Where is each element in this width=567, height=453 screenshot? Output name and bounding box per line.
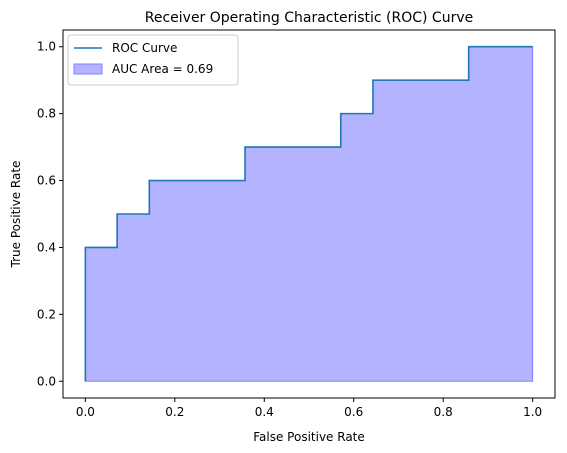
y-tick-label: 0.4	[37, 240, 56, 254]
x-tick-label: 1.0	[523, 405, 542, 419]
legend-auc-swatch	[73, 63, 103, 75]
legend-box	[67, 34, 239, 86]
x-tick-label: 0.6	[344, 405, 363, 419]
y-tick-label: 0.0	[37, 374, 56, 388]
y-tick-label: 1.0	[37, 40, 56, 54]
y-tick-label: 0.6	[37, 174, 56, 188]
x-tick-label: 0.2	[165, 405, 184, 419]
x-axis-title: False Positive Rate	[253, 430, 365, 444]
plot-frame	[62, 29, 556, 399]
x-tick-label: 0.4	[255, 405, 274, 419]
plot-area	[62, 29, 556, 399]
legend: ROC Curve AUC Area = 0.69	[67, 34, 239, 86]
y-tick-label: 0.8	[37, 107, 56, 121]
x-tick-label: 0.8	[434, 405, 453, 419]
x-axis: 0.0 0.2 0.4 0.6 0.8 1.0	[76, 398, 542, 419]
legend-auc-label: AUC Area = 0.69	[112, 62, 213, 76]
x-tick-label: 0.0	[76, 405, 95, 419]
y-axis-title: True Positive Rate	[9, 161, 23, 269]
roc-curve-line	[84, 45, 533, 382]
chart-title: Receiver Operating Characteristic (ROC) …	[145, 10, 474, 26]
y-axis: 0.0 0.2 0.4 0.6 0.8 1.0	[37, 40, 63, 388]
legend-roc-label: ROC Curve	[112, 41, 177, 55]
y-tick-label: 0.2	[37, 307, 56, 321]
